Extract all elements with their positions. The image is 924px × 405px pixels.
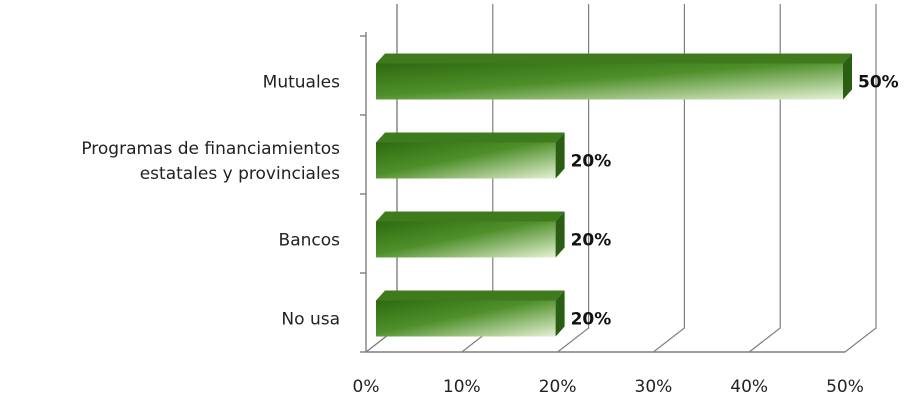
category-label-line: Programas de financiamientos bbox=[81, 139, 340, 159]
category-label: Mutuales bbox=[263, 73, 340, 93]
bar bbox=[376, 133, 565, 179]
category-label: Programas de financiamientos estatales y … bbox=[81, 139, 340, 184]
data-label: 50% bbox=[858, 73, 899, 93]
bar bbox=[376, 212, 565, 258]
bar-front-face bbox=[376, 301, 556, 337]
bar-front-face bbox=[376, 64, 843, 100]
category-label-line: estatales y provinciales bbox=[140, 164, 340, 184]
x-tick-label: 10% bbox=[443, 377, 481, 397]
category-label: No usa bbox=[281, 310, 340, 330]
bar-top-face bbox=[376, 54, 852, 64]
x-tick-label: 0% bbox=[353, 377, 380, 397]
bar-top-face bbox=[376, 212, 565, 222]
bar-front-face bbox=[376, 143, 556, 179]
category-label-line: Mutuales bbox=[263, 73, 340, 93]
category-label-line: No usa bbox=[281, 310, 340, 330]
data-label: 20% bbox=[571, 310, 612, 330]
bar-front-face bbox=[376, 222, 556, 258]
category-label-line: Bancos bbox=[279, 231, 341, 251]
bar-top-face bbox=[376, 133, 565, 143]
bar bbox=[376, 54, 852, 100]
data-label: 20% bbox=[571, 231, 612, 251]
data-label: 20% bbox=[571, 152, 612, 172]
bar-top-face bbox=[376, 291, 565, 301]
x-tick-label: 20% bbox=[539, 377, 577, 397]
x-tick-label: 30% bbox=[635, 377, 673, 397]
x-tick-label: 40% bbox=[730, 377, 768, 397]
category-label: Bancos bbox=[279, 231, 341, 251]
bar bbox=[376, 291, 565, 337]
x-tick-label: 50% bbox=[826, 377, 864, 397]
